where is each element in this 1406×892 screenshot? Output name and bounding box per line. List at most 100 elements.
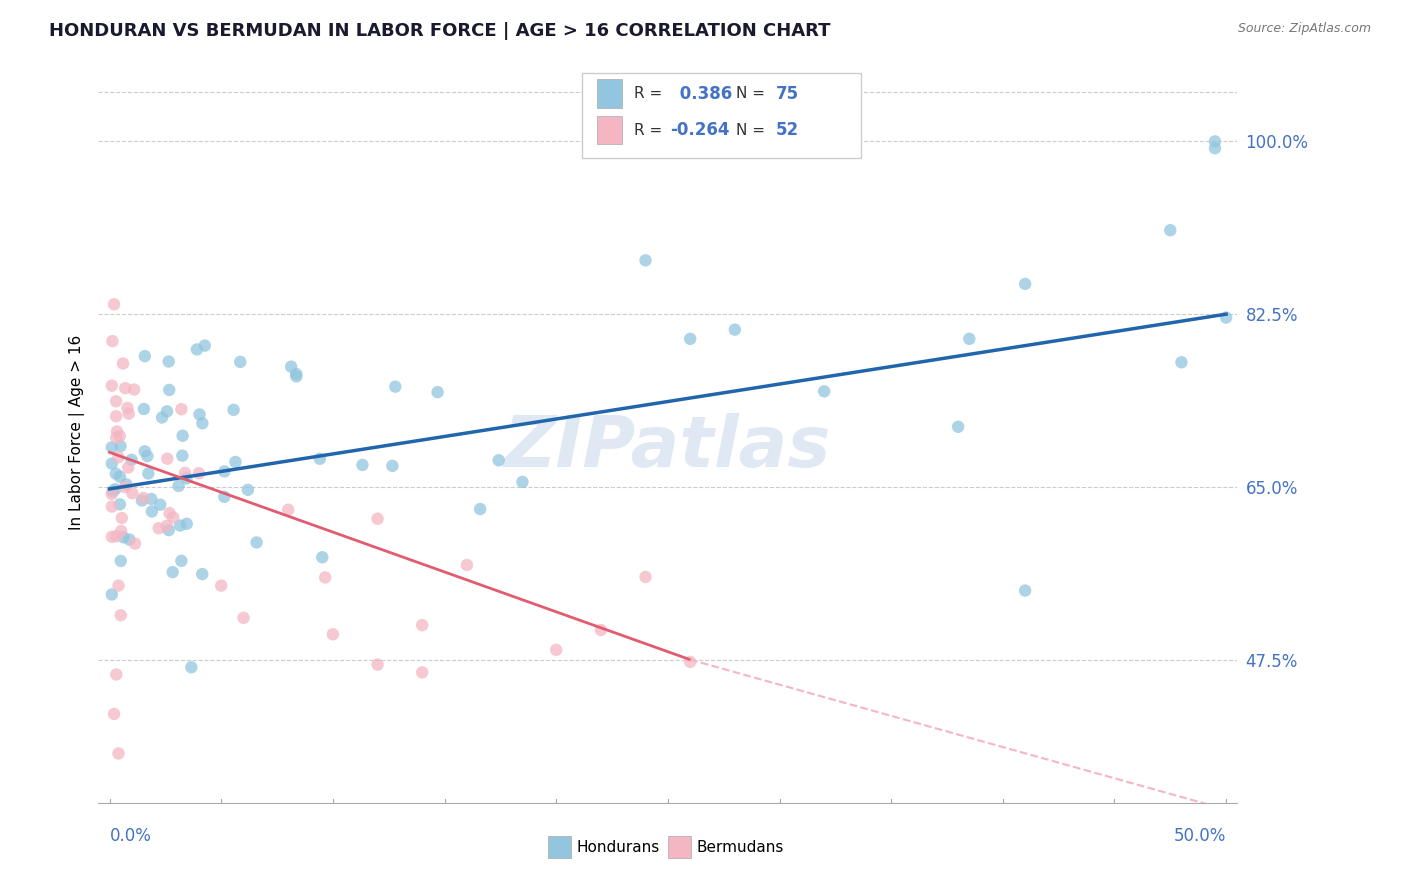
- Point: [105, 409, 128, 424]
- Point: [191, 567, 214, 582]
- Point: [112, 530, 135, 544]
- Point: [105, 529, 128, 543]
- Point: [411, 618, 433, 632]
- Text: Hondurans: Hondurans: [576, 839, 659, 855]
- Point: [157, 383, 180, 397]
- Point: [111, 357, 134, 371]
- Point: [411, 665, 433, 680]
- Point: [170, 402, 193, 417]
- Point: [191, 417, 214, 431]
- Point: [132, 402, 155, 417]
- Point: [229, 355, 252, 369]
- Point: [232, 611, 254, 625]
- Point: [367, 657, 389, 672]
- Point: [246, 535, 269, 549]
- Point: [107, 747, 129, 761]
- Text: Source: ZipAtlas.com: Source: ZipAtlas.com: [1237, 22, 1371, 36]
- Point: [162, 565, 184, 579]
- Text: R =: R =: [634, 122, 666, 137]
- Point: [103, 297, 125, 311]
- Text: N =: N =: [737, 86, 770, 101]
- Point: [679, 655, 702, 669]
- Point: [105, 431, 128, 445]
- Point: [110, 554, 132, 568]
- Point: [105, 667, 128, 681]
- Point: [186, 343, 208, 357]
- Point: [134, 444, 156, 458]
- Point: [384, 379, 406, 393]
- Point: [117, 401, 139, 415]
- Point: [813, 384, 835, 399]
- Bar: [598, 116, 623, 145]
- Bar: [598, 79, 623, 108]
- Point: [277, 502, 299, 516]
- Point: [107, 450, 129, 465]
- Point: [176, 471, 198, 485]
- Point: [367, 512, 389, 526]
- Text: 75: 75: [776, 85, 799, 103]
- Point: [148, 521, 170, 535]
- Point: [174, 466, 197, 480]
- Point: [634, 253, 657, 268]
- Point: [322, 627, 344, 641]
- Text: 50.0%: 50.0%: [1174, 828, 1226, 846]
- Bar: [668, 836, 690, 858]
- Point: [957, 332, 980, 346]
- Point: [101, 334, 124, 348]
- Point: [169, 518, 191, 533]
- Point: [159, 506, 181, 520]
- Point: [150, 410, 173, 425]
- Point: [105, 425, 128, 439]
- Point: [280, 359, 302, 374]
- Text: R =: R =: [634, 86, 666, 101]
- Point: [381, 458, 404, 473]
- Text: 0.386: 0.386: [673, 85, 731, 103]
- Point: [157, 523, 180, 537]
- Text: Bermudans: Bermudans: [696, 839, 783, 855]
- Point: [121, 486, 143, 500]
- Point: [141, 504, 163, 518]
- Point: [132, 491, 155, 505]
- Point: [1014, 583, 1036, 598]
- Point: [101, 441, 124, 455]
- Point: [110, 524, 132, 538]
- Text: N =: N =: [737, 122, 770, 137]
- Point: [149, 498, 172, 512]
- Text: -0.264: -0.264: [671, 121, 730, 139]
- Point: [352, 458, 374, 472]
- Point: [101, 484, 124, 499]
- Point: [176, 516, 198, 531]
- Text: ZIPatlas: ZIPatlas: [505, 413, 831, 482]
- Point: [946, 419, 969, 434]
- Point: [1014, 277, 1036, 291]
- Point: [156, 451, 179, 466]
- Point: [108, 429, 131, 443]
- Point: [107, 579, 129, 593]
- Point: [222, 402, 245, 417]
- Point: [110, 439, 132, 453]
- Point: [105, 394, 128, 409]
- Point: [111, 511, 134, 525]
- Point: [1204, 141, 1226, 155]
- Point: [101, 378, 124, 392]
- Point: [426, 385, 449, 400]
- Point: [101, 457, 124, 471]
- Point: [488, 453, 510, 467]
- Point: [108, 469, 131, 483]
- Point: [172, 428, 194, 442]
- Y-axis label: In Labor Force | Age > 16: In Labor Force | Age > 16: [69, 335, 84, 530]
- Point: [101, 530, 124, 544]
- Point: [118, 407, 141, 421]
- Point: [236, 483, 259, 497]
- Text: 0.0%: 0.0%: [110, 828, 152, 846]
- Point: [104, 467, 127, 481]
- Point: [103, 706, 125, 721]
- Point: [131, 493, 153, 508]
- Point: [136, 467, 159, 481]
- Point: [124, 536, 146, 550]
- Point: [101, 487, 124, 501]
- FancyBboxPatch shape: [582, 73, 862, 158]
- Point: [136, 449, 159, 463]
- Point: [679, 332, 702, 346]
- Point: [214, 490, 236, 504]
